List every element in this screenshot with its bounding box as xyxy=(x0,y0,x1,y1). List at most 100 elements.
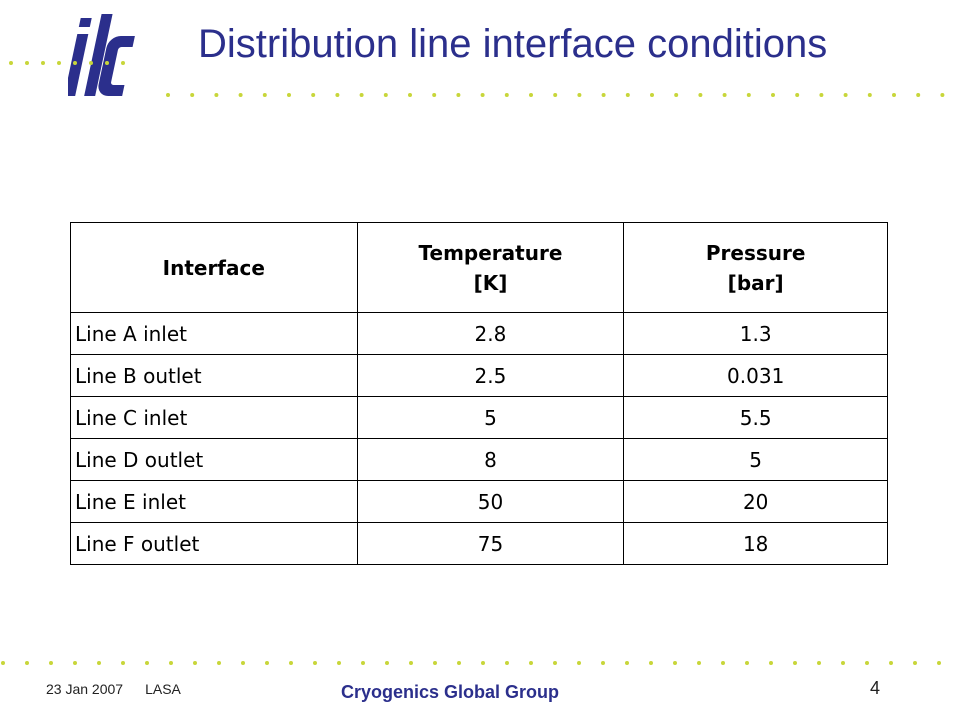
decorative-dot xyxy=(241,661,245,665)
decorative-dot xyxy=(456,93,461,97)
decorative-dot xyxy=(121,61,125,65)
decorative-dot xyxy=(913,661,917,665)
decorative-dot xyxy=(457,661,461,665)
decorative-dot xyxy=(625,93,630,97)
decorative-dot xyxy=(817,661,821,665)
decorative-dot xyxy=(41,61,45,65)
cell-pressure: 20 xyxy=(623,480,888,523)
decorative-dot xyxy=(721,661,725,665)
decorative-dot xyxy=(335,93,340,97)
table-header-row: Interface Temperature [K] Pressure [bar] xyxy=(70,222,888,313)
cell-temperature: 50 xyxy=(356,480,625,523)
decorative-dot xyxy=(25,61,29,65)
decorative-dot xyxy=(193,661,197,665)
ilc-logo xyxy=(68,14,135,96)
decorative-dot xyxy=(262,93,267,97)
decorative-dot xyxy=(698,93,703,97)
decorative-dots-bottom xyxy=(1,661,941,665)
decorative-dot xyxy=(214,93,219,97)
decorative-dot xyxy=(409,661,413,665)
decorative-dot xyxy=(529,661,533,665)
decorative-dot xyxy=(385,661,389,665)
cell-interface: Line C inlet xyxy=(70,396,358,439)
decorative-dot xyxy=(795,93,800,97)
decorative-dot xyxy=(625,661,629,665)
cell-temperature: 5 xyxy=(356,396,625,439)
decorative-dot xyxy=(383,93,388,97)
decorative-dot xyxy=(89,61,93,65)
cell-temperature: 2.5 xyxy=(356,354,625,397)
decorative-dot xyxy=(265,661,269,665)
cell-interface: Line D outlet xyxy=(70,438,358,481)
decorative-dot xyxy=(697,661,701,665)
decorative-dot xyxy=(769,661,773,665)
decorative-dot xyxy=(529,93,533,97)
decorative-dot xyxy=(1,661,5,665)
decorative-dot xyxy=(49,661,53,665)
cell-pressure: 1.3 xyxy=(623,312,888,355)
decorative-dot xyxy=(166,93,170,97)
decorative-dot xyxy=(843,93,848,97)
column-header-pressure: Pressure [bar] xyxy=(623,222,888,313)
table-row: Line D outlet 8 5 xyxy=(70,438,888,481)
decorative-dot xyxy=(746,93,751,97)
cell-temperature: 2.8 xyxy=(356,312,625,355)
decorative-dot xyxy=(771,93,775,97)
table-row: Line C inlet 5 5.5 xyxy=(70,396,888,439)
decorative-dot xyxy=(865,661,869,665)
decorative-dot xyxy=(793,661,797,665)
table-row: Line A inlet 2.8 1.3 xyxy=(70,312,888,355)
page-number: 4 xyxy=(870,678,881,698)
decorative-dot xyxy=(673,661,677,665)
decorative-dot xyxy=(432,93,437,97)
footer-meta: 23 Jan 2007 LASA xyxy=(46,681,203,697)
footer-location: LASA xyxy=(145,681,181,697)
decorative-dot xyxy=(287,93,291,97)
decorative-dot xyxy=(867,93,872,97)
decorative-dot xyxy=(889,661,893,665)
decorative-dot xyxy=(9,61,13,65)
table-row: Line E inlet 50 20 xyxy=(70,480,888,523)
decorative-dot xyxy=(674,93,679,97)
decorative-dot xyxy=(313,661,317,665)
decorative-dots-top xyxy=(166,93,945,97)
decorative-dot xyxy=(505,661,509,665)
table-row: Line B outlet 2.5 0.031 xyxy=(70,354,888,397)
decorative-dot xyxy=(504,93,509,97)
decorative-dot xyxy=(359,93,364,97)
cell-temperature: 8 xyxy=(356,438,625,481)
decorative-dot xyxy=(841,661,845,665)
decorative-dot xyxy=(937,661,941,665)
cell-pressure: 0.031 xyxy=(623,354,888,397)
cell-interface: Line E inlet xyxy=(70,480,358,523)
footer-date: 23 Jan 2007 xyxy=(46,681,124,697)
cell-temperature: 75 xyxy=(356,522,625,565)
column-header-temperature: Temperature [K] xyxy=(356,222,625,313)
table-row: Line F outlet 75 18 xyxy=(70,522,888,565)
cell-interface: Line A inlet xyxy=(70,312,358,355)
decorative-dot xyxy=(433,661,437,665)
decorative-dot xyxy=(238,93,243,97)
decorative-dot xyxy=(105,61,109,65)
decorative-dot xyxy=(940,93,945,97)
decorative-dot xyxy=(57,61,61,65)
decorative-dot xyxy=(480,93,485,97)
decorative-dot xyxy=(361,661,365,665)
decorative-dot xyxy=(145,661,149,665)
decorative-dot xyxy=(190,93,195,97)
decorative-dot xyxy=(25,661,29,665)
cell-pressure: 18 xyxy=(623,522,888,565)
decorative-dot xyxy=(601,93,606,97)
decorative-dot xyxy=(481,661,485,665)
decorative-dot xyxy=(650,93,654,97)
slide-title: Distribution line interface conditions xyxy=(198,22,828,66)
decorative-dot xyxy=(289,661,293,665)
decorative-dot xyxy=(577,93,582,97)
decorative-dot xyxy=(97,661,101,665)
cell-interface: Line F outlet xyxy=(70,522,358,565)
decorative-dot xyxy=(169,661,173,665)
decorative-dot xyxy=(649,661,653,665)
decorative-dot xyxy=(722,93,727,97)
cell-pressure: 5.5 xyxy=(623,396,888,439)
decorative-dot xyxy=(408,93,412,97)
